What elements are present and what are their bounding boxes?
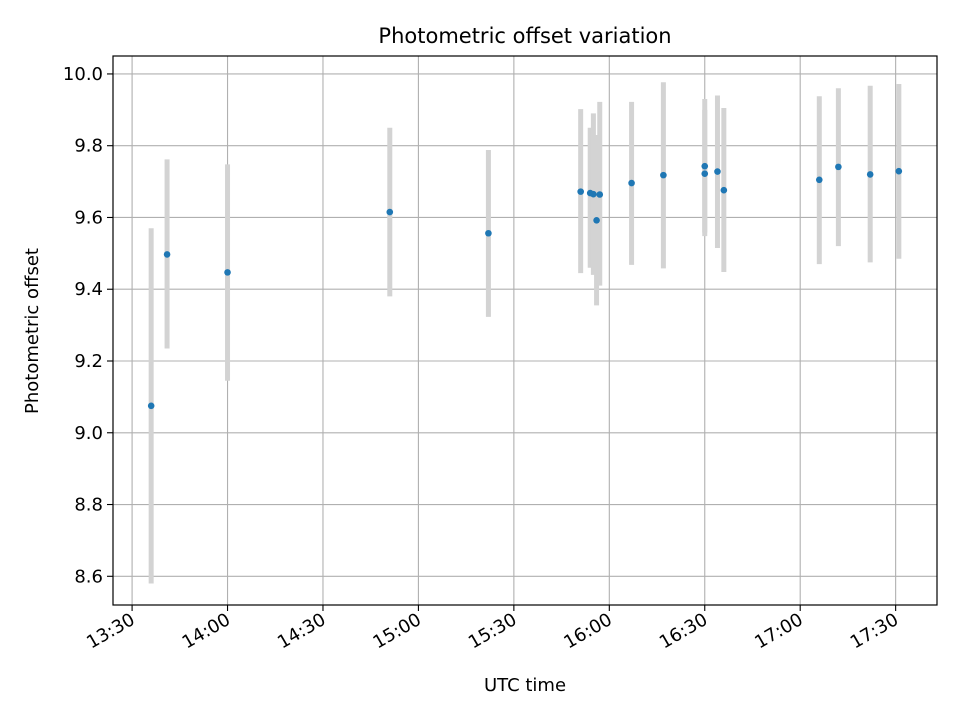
data-point xyxy=(866,171,874,178)
y-axis-title: Photometric offset xyxy=(22,248,43,414)
y-tick-label: 9.6 xyxy=(74,207,103,228)
data-point xyxy=(701,170,709,177)
data-point xyxy=(660,171,667,179)
y-axis-ticks: 8.6 8.8 9.0 9.2 9.4 9.6 9.8 10.0 xyxy=(63,64,113,587)
data-point xyxy=(386,208,394,216)
data-point xyxy=(701,162,709,170)
plot-area-frame xyxy=(112,55,938,606)
y-tick-label: 10.0 xyxy=(63,64,103,85)
data-point xyxy=(835,163,842,171)
x-axis-title: UTC time xyxy=(484,675,566,696)
data-point xyxy=(224,269,231,276)
chart-title: Photometric offset variation xyxy=(378,24,671,48)
data-point xyxy=(485,229,492,237)
y-tick-label: 9.2 xyxy=(74,351,103,372)
y-tick-label: 9.4 xyxy=(74,279,103,300)
data-point xyxy=(815,176,823,184)
data-point xyxy=(596,191,604,198)
data-point xyxy=(577,188,584,195)
y-tick-label: 8.6 xyxy=(74,566,103,587)
data-point xyxy=(147,402,155,410)
grid-lines xyxy=(113,56,937,605)
data-point xyxy=(628,179,635,187)
data-point xyxy=(593,217,600,224)
y-tick-label: 9.8 xyxy=(74,136,103,157)
data-point xyxy=(895,167,903,175)
data-point xyxy=(590,190,597,198)
data-points xyxy=(147,162,903,410)
data-point xyxy=(163,251,171,258)
data-point xyxy=(714,168,721,175)
data-point xyxy=(720,186,728,194)
y-tick-label: 9.0 xyxy=(74,423,103,444)
y-tick-label: 8.8 xyxy=(74,495,103,516)
